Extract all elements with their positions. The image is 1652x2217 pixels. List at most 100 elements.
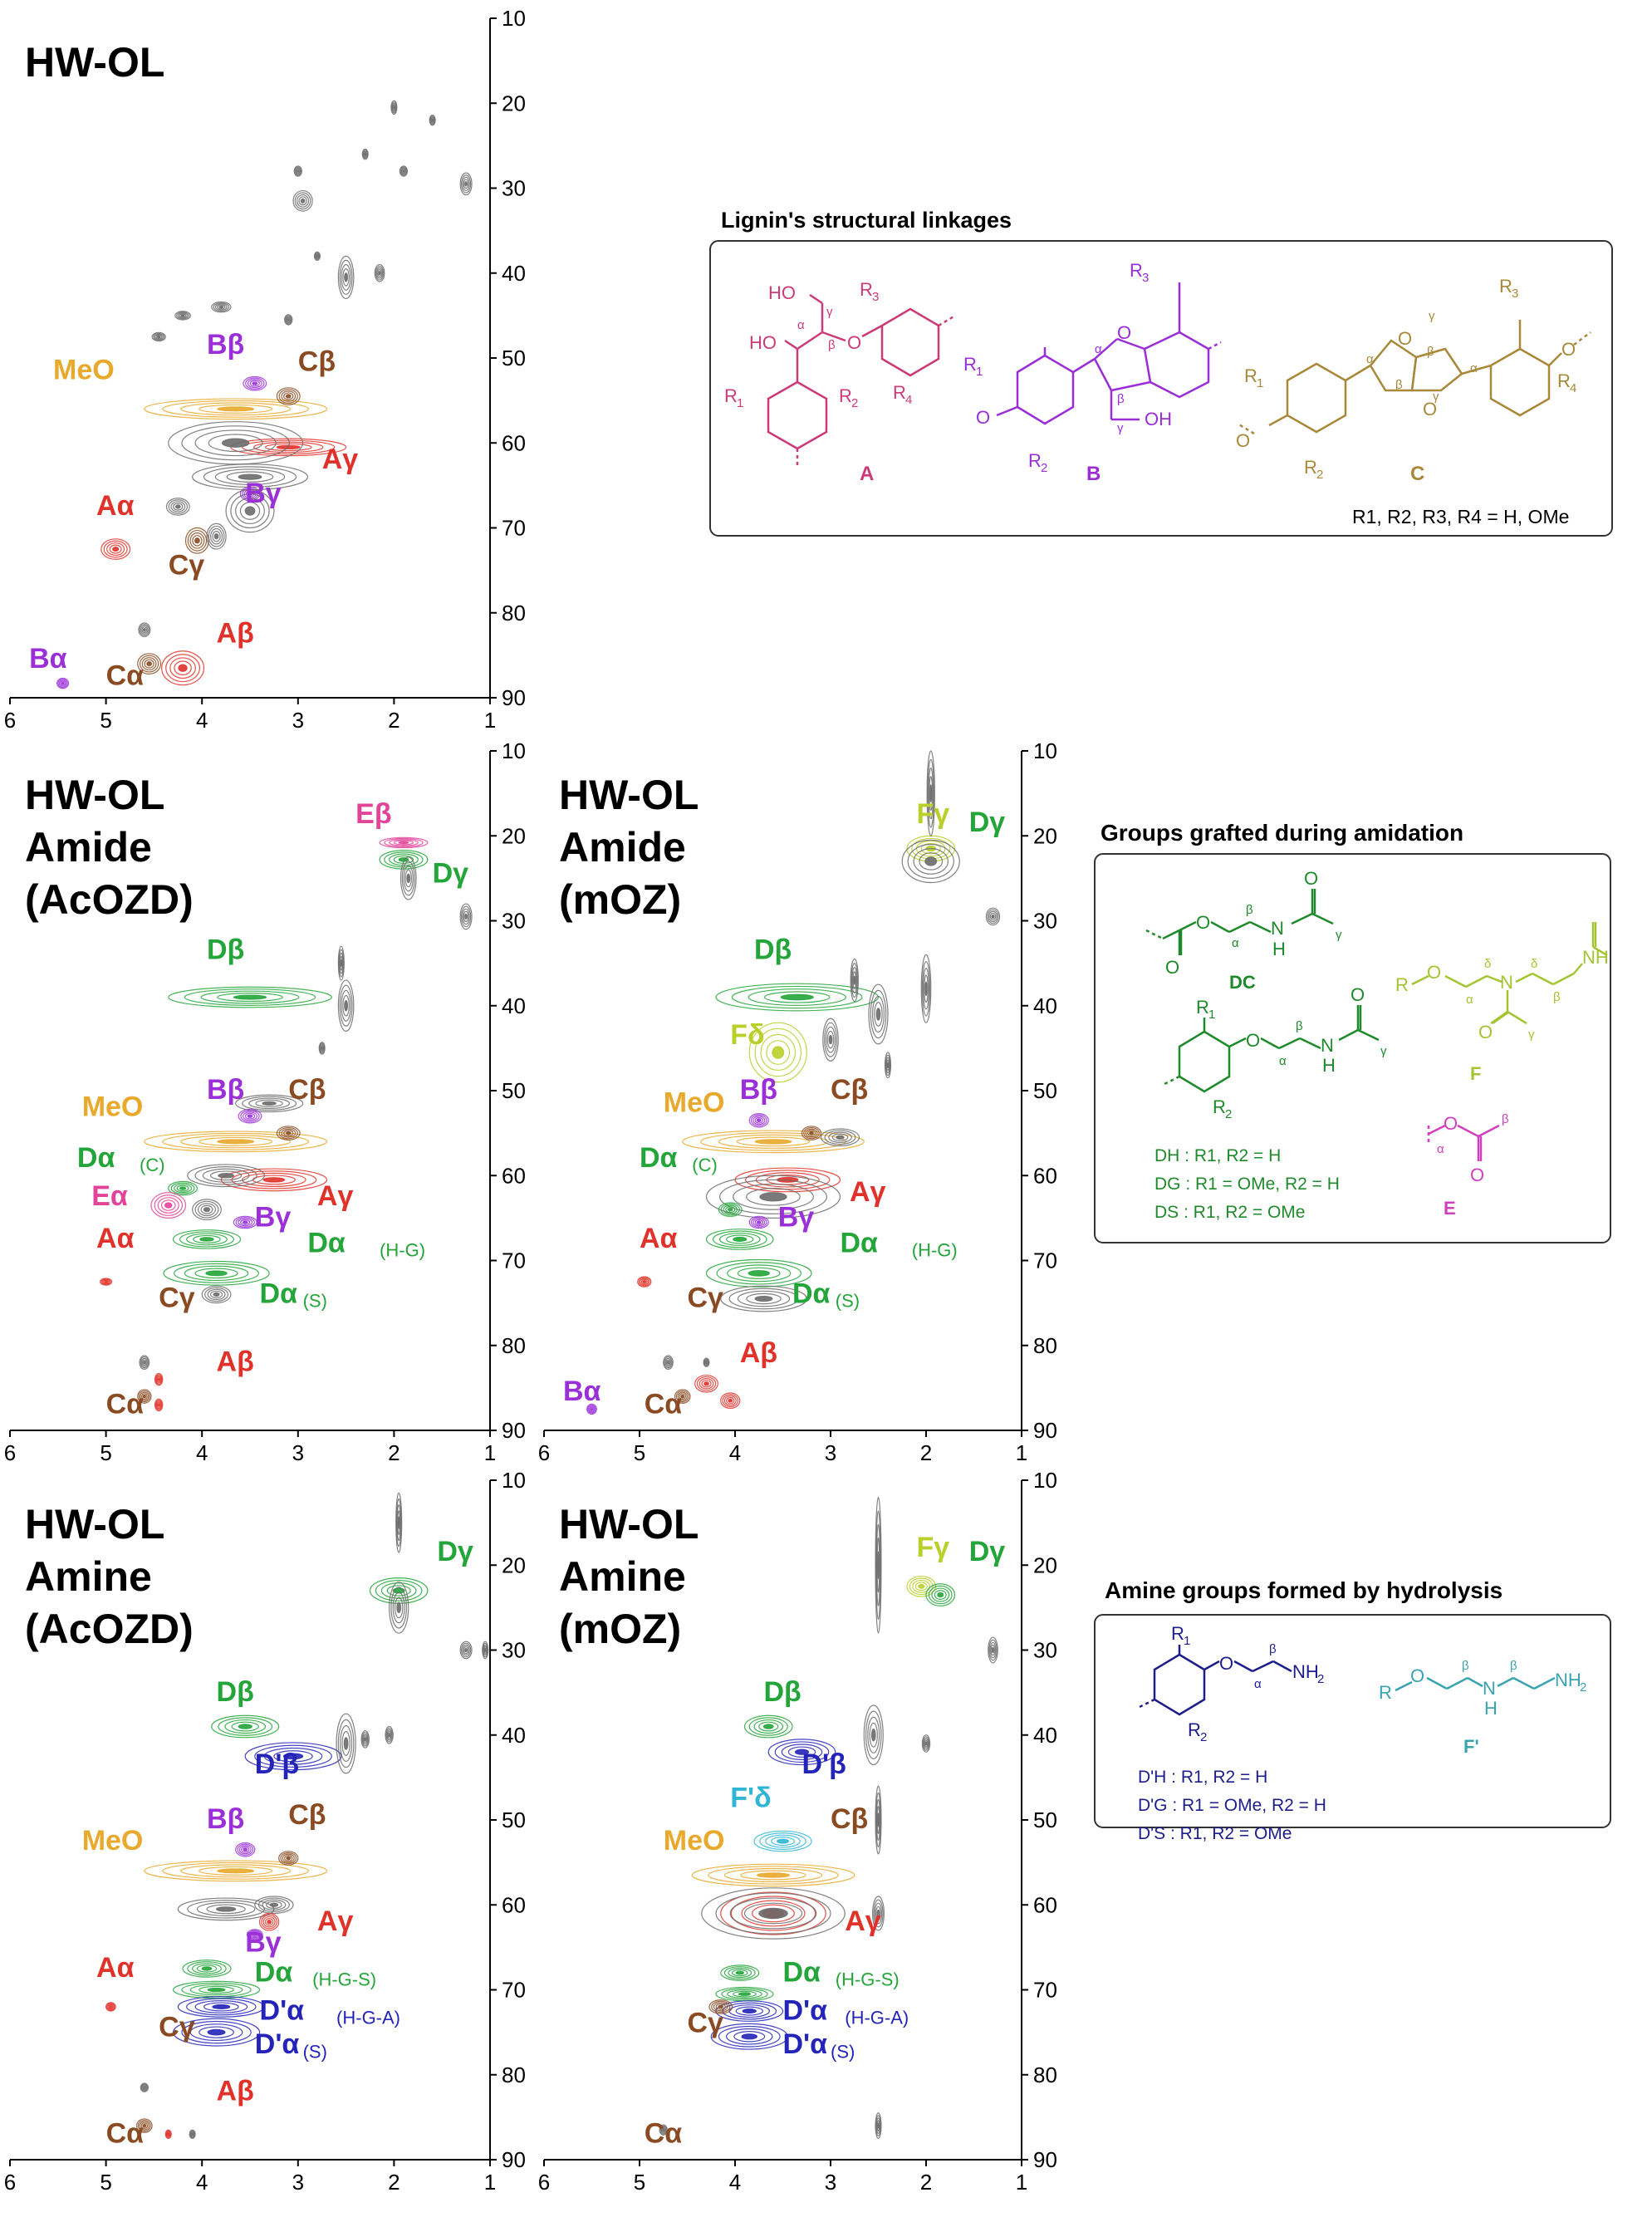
cross-peak-contour xyxy=(261,1914,277,1930)
cross-peak xyxy=(586,1403,597,1415)
cross-peak-contour xyxy=(165,654,201,683)
cross-peak xyxy=(276,1126,301,1140)
cross-peak-contour xyxy=(213,1292,220,1297)
x-tick-label: 6 xyxy=(4,1440,16,1465)
cross-peak-contour xyxy=(180,1864,292,1878)
structure-fp-label: F' xyxy=(1463,1736,1479,1757)
peak-label: Aγ xyxy=(850,1176,886,1208)
cross-peak-contour xyxy=(401,861,415,896)
cross-peak-contour xyxy=(729,1897,817,1930)
cross-peak xyxy=(720,1392,741,1410)
svg-text:H: H xyxy=(1322,1055,1336,1076)
cross-peak-contour xyxy=(263,1747,323,1765)
cross-peak xyxy=(385,1725,394,1744)
cross-peak-contour xyxy=(392,104,396,111)
cross-peak-contour xyxy=(340,1724,353,1763)
cross-peak xyxy=(168,1180,199,1196)
svg-text:N: N xyxy=(1271,918,1284,939)
cross-peak-contour xyxy=(921,960,931,1017)
cross-peak xyxy=(182,1959,232,1978)
cross-peak-contour xyxy=(189,2129,196,2140)
cross-peak-contour xyxy=(154,1374,163,1385)
structure-dp xyxy=(1137,1645,1292,1716)
cross-peak-contour xyxy=(482,1641,489,1660)
lignin-linkages-box: Lignin's structural linkages HO HO O xyxy=(709,208,1613,537)
cross-peak-contour xyxy=(735,1970,744,1975)
cross-peak xyxy=(165,498,190,516)
cross-peak-contour xyxy=(462,176,470,191)
cross-peak-contour xyxy=(320,1045,324,1052)
cross-peak xyxy=(278,1851,299,1866)
peak-label: (S) xyxy=(303,2041,327,2062)
svg-text:β: β xyxy=(1117,392,1125,406)
cross-peak-contour xyxy=(156,335,161,339)
peak-label: Eβ xyxy=(355,798,391,830)
cross-peak-contour xyxy=(803,1126,820,1140)
cross-peak-contour xyxy=(387,1731,392,1739)
cross-peak xyxy=(389,1582,409,1634)
cross-peak-contour xyxy=(186,1998,257,2016)
cross-peak xyxy=(164,2129,172,2140)
x-tick-label: 1 xyxy=(1016,2170,1027,2195)
cross-peak-contour xyxy=(404,869,413,888)
cross-peak-contour xyxy=(142,627,146,632)
cross-peak-contour xyxy=(174,504,181,509)
svg-text:R: R xyxy=(1379,1682,1392,1703)
cross-peak-contour xyxy=(283,1130,294,1136)
cross-peak-contour xyxy=(395,1498,402,1547)
cross-peak-contour xyxy=(809,1131,814,1135)
cross-peak-contour xyxy=(285,1131,292,1135)
cross-peak-contour xyxy=(389,839,419,846)
svg-text:NH: NH xyxy=(1582,947,1609,968)
cross-peak-contour xyxy=(825,1026,836,1053)
cross-peak-contour xyxy=(661,2127,666,2133)
cross-peak xyxy=(390,100,398,115)
svg-text:N: N xyxy=(1321,1035,1334,1056)
cross-peak-contour xyxy=(207,1288,226,1301)
cross-peak-contour xyxy=(138,1390,150,1403)
y-tick-label: 70 xyxy=(1033,1248,1057,1273)
cross-peak-contour xyxy=(740,1870,806,1881)
cross-peak xyxy=(144,1860,328,1882)
svg-text:N: N xyxy=(1483,1678,1496,1699)
cross-peak-contour xyxy=(187,1900,265,1919)
cross-peak-contour xyxy=(224,1719,267,1734)
svg-text:O: O xyxy=(1444,1113,1458,1134)
cross-peak-contour xyxy=(701,1380,712,1388)
cross-peak-contour xyxy=(587,1404,596,1414)
cross-peak-contour xyxy=(262,1101,277,1106)
cross-peak-contour xyxy=(211,1714,280,1739)
cross-peak-contour xyxy=(191,2132,194,2136)
cross-peak-contour xyxy=(924,981,928,997)
cross-peak-contour xyxy=(140,625,149,635)
y-tick-label: 20 xyxy=(502,823,526,848)
cross-peak xyxy=(659,2124,668,2136)
cross-peak-contour xyxy=(174,1184,193,1194)
peak-label: Fδ xyxy=(730,1019,764,1051)
cross-peak-contour xyxy=(922,968,930,1010)
structure-e-atoms: O O α β xyxy=(1437,1112,1509,1185)
cross-peak-contour xyxy=(758,1907,788,1920)
cross-peak xyxy=(985,907,1001,926)
cross-peak-contour xyxy=(154,1398,164,1412)
cross-peak xyxy=(399,165,409,177)
cross-peak-contour xyxy=(885,1054,891,1077)
peak-label: Cα xyxy=(645,2118,683,2150)
cross-peak-contour xyxy=(704,1360,708,1365)
cross-peak xyxy=(374,263,385,282)
cross-peak-contour xyxy=(918,1583,925,1589)
y-tick-label: 60 xyxy=(502,1163,526,1188)
cross-peak-contour xyxy=(483,1647,487,1653)
cross-peak-contour xyxy=(876,1537,880,1593)
svg-text:γ: γ xyxy=(1117,421,1124,435)
cross-peak xyxy=(137,1389,152,1404)
cross-peak-contour xyxy=(300,198,306,204)
cross-peak-contour xyxy=(590,1407,594,1411)
cross-peak xyxy=(154,1372,164,1386)
svg-text:α: α xyxy=(1254,1677,1262,1691)
cross-peak xyxy=(144,1131,328,1153)
cross-peak xyxy=(901,839,960,884)
cross-peak-contour xyxy=(393,840,414,846)
cross-peak-contour xyxy=(674,1389,691,1404)
